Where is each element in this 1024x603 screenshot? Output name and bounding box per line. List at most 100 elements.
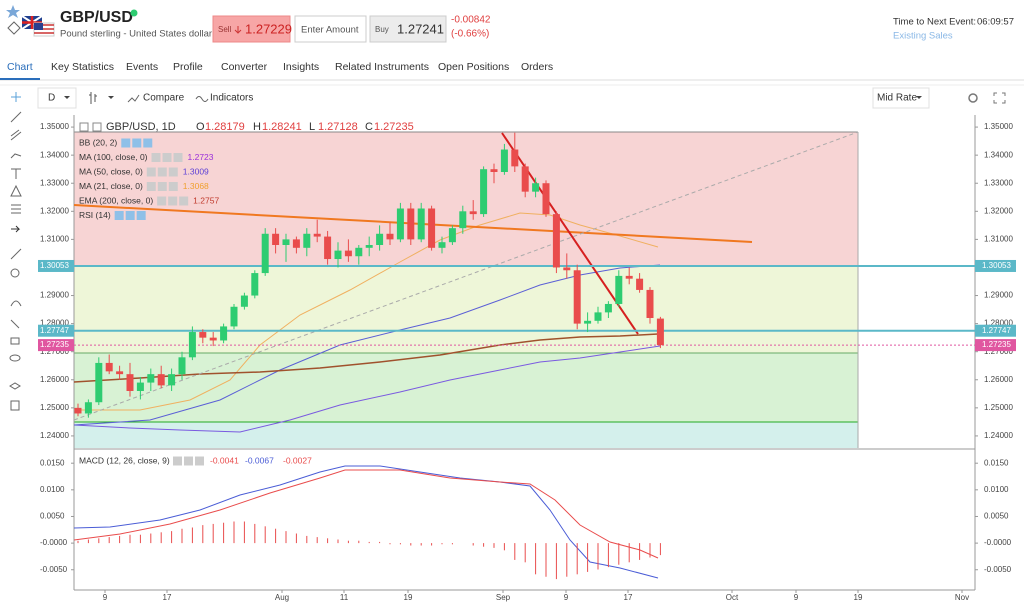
price-tag-label: 1.27747	[40, 326, 69, 335]
indicator-button[interactable]	[132, 138, 142, 148]
candle-body	[272, 233, 280, 245]
indicator-button[interactable]	[146, 167, 156, 177]
y-tick-label: 1.26000	[984, 375, 1013, 384]
line-tool[interactable]	[10, 111, 22, 123]
interval-select[interactable]	[37, 87, 77, 109]
indicator-button[interactable]	[157, 182, 167, 191]
zoom-tool[interactable]	[10, 268, 20, 278]
tab[interactable]: Events	[126, 61, 158, 73]
price-tag	[975, 259, 1016, 272]
candle-body	[438, 242, 446, 248]
alert-icon[interactable]	[7, 21, 21, 35]
indicator-button[interactable]	[157, 196, 167, 206]
buy-button[interactable]	[369, 15, 447, 43]
macd-value: -0.0027	[283, 455, 312, 465]
layers-tool[interactable]	[9, 382, 21, 390]
candle-body	[521, 166, 529, 192]
chart-type-icon[interactable]	[89, 92, 97, 104]
y-tick-label: 1.27000	[40, 347, 69, 356]
indicator-button[interactable]	[195, 456, 204, 466]
tab[interactable]: Converter	[221, 61, 268, 73]
rate-select[interactable]	[872, 87, 930, 109]
x-tick-label: 9	[794, 593, 799, 602]
candle-body	[303, 233, 311, 248]
amount-input[interactable]	[294, 15, 367, 43]
indicator-button[interactable]	[151, 153, 161, 162]
candle-body	[95, 362, 103, 403]
pencil-tool[interactable]	[10, 319, 20, 329]
indicators-button[interactable]: Indicators	[210, 93, 253, 104]
arrow-tool[interactable]	[11, 225, 21, 233]
y-tick-label: 1.34000	[984, 150, 1013, 159]
price-tag	[38, 259, 74, 272]
indicator-button[interactable]	[173, 456, 182, 466]
magnet-tool[interactable]	[10, 300, 22, 307]
settings-icon[interactable]	[968, 93, 978, 103]
y-tick-label: 1.35000	[984, 122, 1013, 131]
pattern-tool[interactable]	[10, 184, 22, 197]
indicator-button[interactable]	[143, 138, 153, 148]
tab[interactable]: Profile	[173, 61, 203, 73]
brush-tool[interactable]	[10, 153, 22, 159]
fullscreen-icon[interactable]	[993, 92, 1006, 104]
candle-body	[500, 149, 508, 172]
indicator-button[interactable]	[173, 153, 183, 162]
measure-tool[interactable]	[10, 248, 22, 260]
candle-body	[313, 233, 321, 237]
candle-body	[168, 374, 176, 386]
indicator-button[interactable]	[125, 211, 135, 220]
indicator-button[interactable]	[179, 196, 189, 206]
y-tick-label: 1.32000	[40, 206, 69, 215]
trash-tool[interactable]	[10, 400, 20, 411]
channel-tool[interactable]	[10, 129, 22, 141]
candle-body	[480, 169, 488, 215]
crosshair-tool[interactable]	[11, 92, 21, 102]
header: GBP/USD Pound sterling - United States d…	[6, 5, 1014, 43]
candle-body	[84, 402, 92, 414]
price-tag-label: 1.30053	[40, 261, 69, 270]
indicator-button[interactable]	[114, 211, 124, 220]
rate: Mid Rate	[877, 93, 917, 104]
visibility-tool[interactable]	[9, 354, 21, 362]
candle-body	[459, 211, 467, 229]
x-tick-label: Sep	[496, 593, 511, 602]
x-tick-label: 17	[163, 593, 172, 602]
active-tab-underline	[0, 78, 40, 80]
existing-sales-link[interactable]: Existing Sales	[893, 31, 953, 42]
indicator-button[interactable]	[168, 167, 178, 177]
tab[interactable]: Orders	[521, 61, 553, 73]
indicator-button[interactable]	[168, 196, 178, 206]
indicator-button[interactable]	[121, 138, 131, 148]
candle-body	[625, 275, 633, 279]
tab[interactable]: Key Statistics	[51, 61, 114, 73]
indicator-button[interactable]	[157, 167, 167, 177]
x-tick-label: 19	[854, 593, 863, 602]
price-tag-label: 1.27235	[40, 340, 69, 349]
dropdown-caret	[64, 96, 70, 99]
indicator-name: BB (20, 2)	[79, 137, 117, 147]
sell-button[interactable]	[212, 15, 291, 43]
amount-placeholder: Enter Amount	[301, 25, 359, 36]
ma-21-line	[74, 212, 659, 411]
compare-button[interactable]: Compare	[143, 93, 185, 104]
fib-tool[interactable]	[11, 204, 21, 214]
indicator-button[interactable]	[136, 211, 146, 220]
lock-tool[interactable]	[10, 337, 20, 345]
tab[interactable]: Chart	[7, 61, 33, 73]
text-tool[interactable]	[11, 168, 21, 179]
zone-teal	[74, 422, 858, 448]
tab[interactable]: Insights	[283, 61, 319, 73]
tab[interactable]: Related Instruments	[335, 61, 429, 73]
favorite-icon[interactable]	[6, 5, 20, 18]
ohlc-value: 1.27235	[374, 121, 414, 133]
tab[interactable]: Open Positions	[438, 61, 509, 73]
candle-body	[615, 275, 623, 304]
y-tick-label: 1.31000	[40, 234, 69, 243]
indicator-button[interactable]	[184, 456, 193, 466]
candle-body	[292, 239, 300, 248]
y-tick-label: 1.27000	[984, 347, 1013, 356]
indicator-button[interactable]	[168, 182, 178, 191]
x-tick-label: 9	[103, 593, 108, 602]
indicator-button[interactable]	[146, 182, 156, 191]
indicator-button[interactable]	[162, 153, 172, 162]
